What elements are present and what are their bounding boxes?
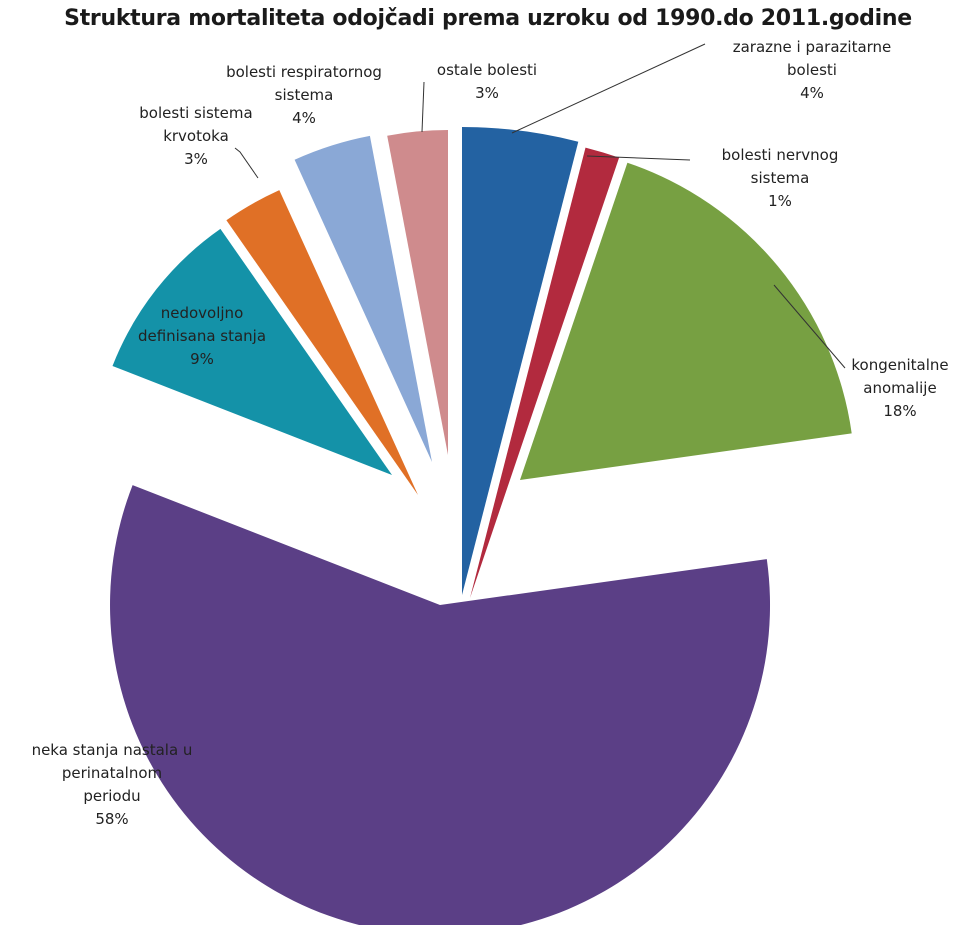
pie-slice-0: [462, 127, 579, 595]
slice-percent-label-6: 4%: [292, 109, 316, 127]
leader-line-7: [421, 81, 425, 133]
slice-percent-label-4: 9%: [190, 350, 214, 368]
slice-category-label-3: periodu: [83, 787, 140, 805]
slice-percent-label-0: 4%: [800, 84, 824, 102]
slice-category-label-5: bolesti sistema: [139, 104, 252, 122]
pie-slice-6: [294, 135, 432, 462]
pie-slice-7: [387, 129, 448, 455]
leader-line-1: [586, 155, 691, 161]
slice-category-label-6: bolesti respiratornog: [226, 63, 382, 81]
slice-category-label-3: neka stanja nastala u: [32, 741, 193, 759]
chart-title: Struktura mortaliteta odojčadi prema uzr…: [64, 6, 912, 31]
slice-percent-label-3: 58%: [95, 810, 128, 828]
slice-category-label-6: sistema: [275, 86, 334, 104]
leader-line-0: [511, 43, 706, 134]
slice-category-label-4: definisana stanja: [138, 327, 266, 345]
slice-category-label-2: anomalije: [863, 379, 936, 397]
slice-percent-label-1: 1%: [768, 192, 792, 210]
slice-category-label-7: ostale bolesti: [437, 61, 537, 79]
pie-slice-4: [112, 228, 392, 475]
slice-category-label-0: zarazne i parazitarne: [733, 38, 892, 56]
leader-line-2: [773, 284, 846, 369]
slice-category-label-1: bolesti nervnog: [722, 146, 839, 164]
pie-slice-2: [520, 162, 852, 480]
slice-category-label-0: bolesti: [787, 61, 837, 79]
slice-percent-label-5: 3%: [184, 150, 208, 168]
slice-category-label-2: kongenitalne: [851, 356, 948, 374]
slice-category-label-3: perinatalnom: [62, 764, 162, 782]
slice-percent-label-7: 3%: [475, 84, 499, 102]
leader-line-5: [234, 147, 259, 179]
pie-slice-1: [470, 147, 620, 598]
slice-category-label-4: nedovoljno: [161, 304, 244, 322]
pie-slice-3: [110, 485, 771, 925]
slice-percent-label-2: 18%: [883, 402, 916, 420]
slice-category-label-5: krvotoka: [163, 127, 229, 145]
slice-category-label-1: sistema: [751, 169, 810, 187]
pie-slice-5: [226, 190, 418, 495]
